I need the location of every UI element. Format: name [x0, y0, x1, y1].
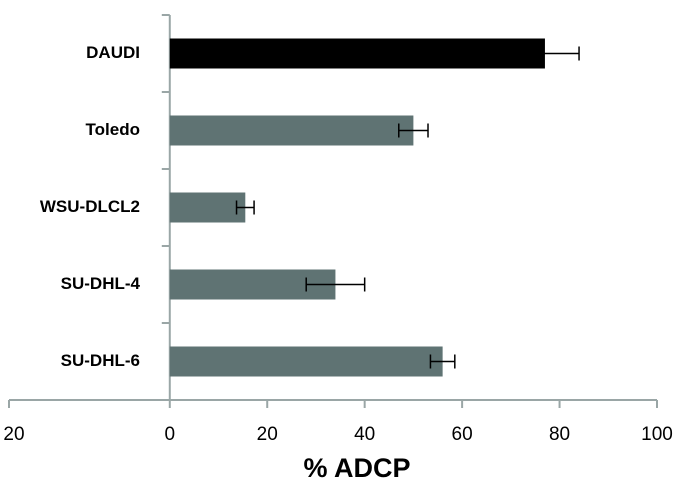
x-tick-label: 20 [257, 424, 278, 445]
category-label: SU-DHL-6 [61, 351, 140, 370]
category-label: WSU-DLCL2 [40, 197, 140, 216]
category-label: SU-DHL-4 [61, 274, 141, 293]
bar [169, 346, 443, 377]
x-tick-label: 80 [549, 424, 570, 445]
cropped-label: 20 [3, 424, 24, 445]
category-label: Toledo [86, 120, 140, 139]
bar [169, 192, 246, 223]
bar [169, 115, 414, 146]
x-tick-label: 100 [641, 424, 673, 445]
x-tick-label: 60 [452, 424, 473, 445]
x-tick-label: 40 [354, 424, 375, 445]
category-label: DAUDI [86, 43, 140, 62]
bar [169, 38, 545, 69]
x-tick-label: 0 [164, 424, 175, 445]
x-axis-label: % ADCP [303, 453, 410, 483]
